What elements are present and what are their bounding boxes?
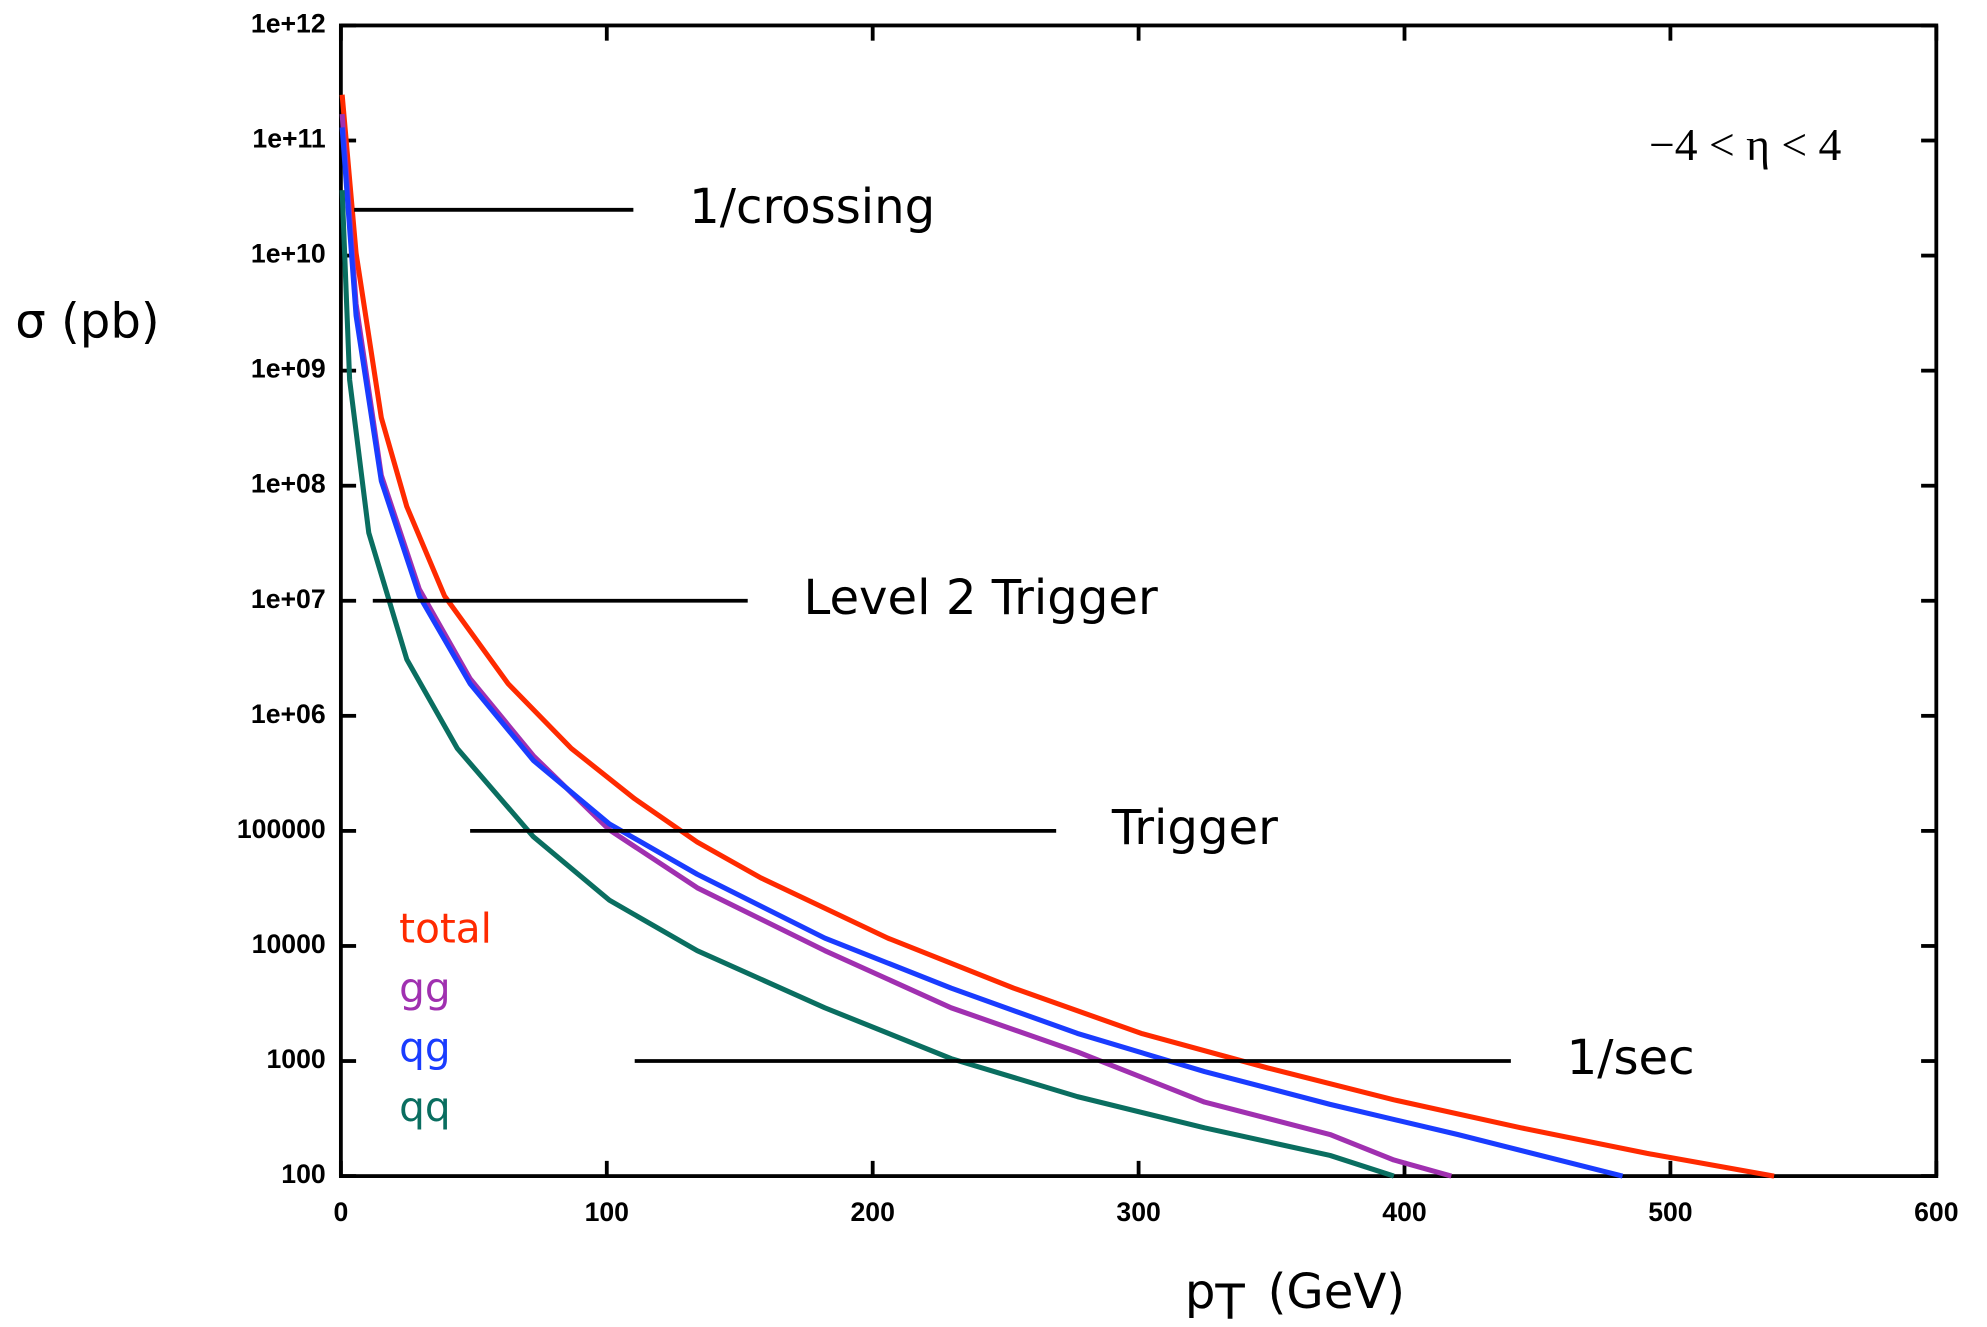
series-line bbox=[339, 113, 1453, 1179]
legend-entry: total bbox=[399, 905, 492, 953]
y-tick-label: 1e+06 bbox=[251, 699, 326, 729]
y-tick-label: 100 bbox=[281, 1159, 325, 1189]
y-tick-label: 1e+11 bbox=[252, 124, 325, 154]
threshold-label: Trigger bbox=[1111, 800, 1278, 856]
y-tick-label: 100000 bbox=[237, 814, 326, 844]
legend-entry: qq bbox=[399, 1083, 450, 1131]
y-tick-label: 1e+07 bbox=[251, 584, 326, 614]
y-tick-label: 1000 bbox=[266, 1044, 325, 1074]
series-line bbox=[339, 94, 1775, 1179]
threshold-label: 1/sec bbox=[1567, 1030, 1695, 1086]
x-tick-label: 0 bbox=[333, 1197, 348, 1227]
x-tick-label: 300 bbox=[1116, 1197, 1160, 1227]
y-tick-label: 1e+08 bbox=[251, 469, 326, 499]
x-tick-label: 200 bbox=[850, 1197, 894, 1227]
threshold-label: Level 2 Trigger bbox=[803, 570, 1158, 626]
series-line bbox=[339, 127, 1624, 1179]
y-axis-label: σ (pb) bbox=[15, 294, 160, 350]
y-tick-label: 10000 bbox=[252, 929, 326, 959]
y-tick-label: 1e+10 bbox=[251, 239, 326, 269]
x-tick-label: 500 bbox=[1648, 1197, 1692, 1227]
legend-entry: qg bbox=[399, 1024, 450, 1072]
x-tick-label: 400 bbox=[1382, 1197, 1426, 1227]
series-line bbox=[339, 190, 1395, 1179]
x-tick-label: 100 bbox=[585, 1197, 629, 1227]
y-tick-label: 1e+12 bbox=[251, 8, 326, 38]
x-tick-label: 600 bbox=[1914, 1197, 1958, 1227]
x-axis-label: pT (GeV) bbox=[1185, 1264, 1405, 1327]
y-tick-label: 1e+09 bbox=[251, 354, 326, 384]
annotation: −4 < η < 4 bbox=[1649, 119, 1841, 170]
legend-entry: gg bbox=[399, 964, 450, 1012]
threshold-label: 1/crossing bbox=[689, 179, 935, 235]
